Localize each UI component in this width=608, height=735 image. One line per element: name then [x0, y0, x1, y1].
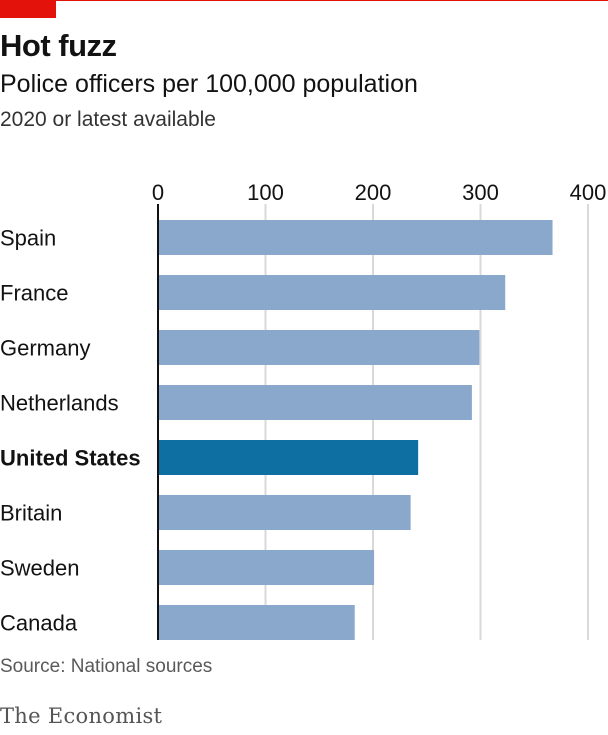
x-tick-label: 100 — [247, 180, 284, 205]
x-tick-label: 200 — [355, 180, 392, 205]
category-label: United States — [0, 446, 141, 471]
source-note: Source: National sources — [0, 656, 213, 677]
category-label: Britain — [0, 501, 62, 526]
x-tick-label: 0 — [152, 180, 164, 205]
category-label: France — [0, 281, 68, 306]
bar — [158, 385, 472, 420]
top-accent-rule — [0, 0, 608, 1]
bar — [158, 440, 419, 475]
bar — [158, 495, 411, 530]
category-label: Netherlands — [0, 391, 119, 416]
economist-logo-text: The Economist — [0, 704, 163, 728]
category-label: Canada — [0, 611, 78, 636]
bar — [158, 330, 480, 365]
chart-note: 2020 or latest available — [0, 108, 216, 131]
chart-title: Hot fuzz — [0, 28, 117, 63]
x-tick-label: 400 — [570, 180, 607, 205]
brand-red-tag — [0, 0, 56, 18]
category-label: Sweden — [0, 556, 80, 581]
category-label: Germany — [0, 336, 90, 361]
x-tick-label: 300 — [462, 180, 499, 205]
bar — [158, 220, 553, 255]
bar — [158, 605, 355, 640]
category-label: Spain — [0, 226, 56, 251]
bar — [158, 275, 506, 310]
bar — [158, 550, 375, 585]
bar-chart: 0 100 200 300 400 Spain France Germany Netherlan… — [0, 180, 607, 640]
chart-subtitle: Police officers per 100,000 population — [0, 70, 418, 98]
